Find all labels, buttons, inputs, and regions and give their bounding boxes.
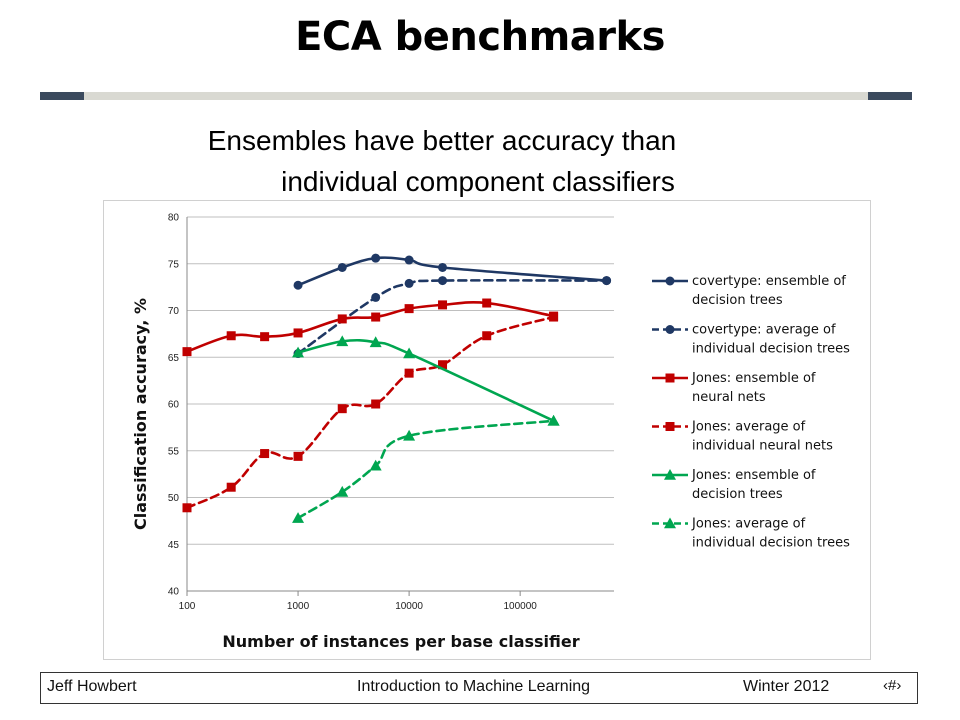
legend-marker-5 bbox=[664, 469, 676, 480]
x-axis-title: Number of instances per base classifier bbox=[222, 632, 579, 651]
data-point-series-1 bbox=[337, 262, 347, 272]
data-point-series-6 bbox=[336, 485, 349, 497]
legend-marker-1 bbox=[665, 276, 675, 286]
y-tick-label: 65 bbox=[168, 353, 180, 364]
accuracy-chart: 40 45 50 55 60 65 70 75 80 100 1000 10000 100000 Numb… bbox=[131, 213, 850, 652]
legend-label: Jones: ensemble of bbox=[691, 371, 816, 386]
data-point-series-2 bbox=[602, 276, 612, 286]
data-point-series-4 bbox=[293, 451, 303, 461]
legend-label: individual neural nets bbox=[692, 439, 833, 454]
y-tick-label: 80 bbox=[168, 213, 180, 224]
chart-frame: 40 45 50 55 60 65 70 75 80 100 1000 10000 100000 Numb… bbox=[103, 200, 871, 660]
data-point-series-2 bbox=[404, 278, 414, 288]
y-tick-label: 50 bbox=[168, 493, 180, 504]
y-tick-label: 60 bbox=[168, 400, 180, 411]
slide-subtitle: Ensembles have better accuracy than indi… bbox=[0, 120, 960, 202]
data-point-series-3 bbox=[371, 312, 381, 322]
data-point-series-1 bbox=[438, 262, 448, 272]
data-point-series-3 bbox=[482, 298, 492, 308]
data-point-series-1 bbox=[371, 253, 381, 263]
legend-marker-4 bbox=[665, 422, 675, 431]
series-line-6 bbox=[296, 419, 555, 520]
legend-marker-2 bbox=[665, 325, 675, 334]
data-point-series-3 bbox=[260, 332, 270, 342]
data-point-series-6 bbox=[292, 512, 305, 523]
series-line-5 bbox=[296, 338, 555, 423]
data-point-series-4 bbox=[226, 482, 236, 492]
title-rule-right-accent bbox=[868, 92, 912, 100]
series-line-4 bbox=[185, 315, 555, 510]
data-point-series-1 bbox=[404, 255, 414, 265]
data-point-series-3 bbox=[293, 328, 303, 338]
legend-label: covertype: ensemble of bbox=[692, 274, 846, 289]
slide-title: ECA benchmarks bbox=[295, 14, 665, 60]
data-point-series-6 bbox=[547, 414, 560, 426]
x-tick-label: 100000 bbox=[503, 601, 537, 612]
title-rule-left-accent bbox=[40, 92, 84, 100]
y-tick-label: 75 bbox=[168, 259, 180, 270]
series-line-3 bbox=[185, 301, 555, 353]
data-point-series-5 bbox=[403, 347, 416, 359]
data-point-series-1 bbox=[293, 280, 303, 290]
title-rule bbox=[84, 92, 868, 100]
x-tick-label: 1000 bbox=[287, 601, 310, 612]
legend-label: covertype: average of bbox=[692, 323, 836, 338]
data-point-series-2 bbox=[371, 292, 381, 302]
legend-label: decision trees bbox=[692, 293, 783, 308]
legend-label: Jones: average of bbox=[691, 420, 806, 435]
legend-label: neural nets bbox=[692, 390, 766, 405]
subtitle-line-2: individual component classifiers bbox=[281, 166, 675, 197]
y-axis-title: Classification accuracy, % bbox=[131, 298, 150, 530]
data-point-series-4 bbox=[404, 368, 414, 378]
data-point-series-3 bbox=[438, 300, 448, 310]
data-point-series-5 bbox=[292, 346, 305, 358]
data-point-series-4 bbox=[337, 404, 347, 414]
y-tick-label: 45 bbox=[168, 540, 180, 551]
legend-marker-3 bbox=[665, 373, 675, 383]
data-point-series-3 bbox=[182, 347, 192, 357]
data-point-series-4 bbox=[371, 399, 381, 409]
data-point-series-3 bbox=[404, 304, 414, 314]
data-point-series-2 bbox=[438, 276, 448, 286]
data-point-series-5 bbox=[369, 336, 382, 348]
data-point-series-4 bbox=[182, 503, 192, 513]
data-point-series-4 bbox=[482, 331, 492, 341]
data-point-series-3 bbox=[337, 314, 347, 324]
data-point-series-4 bbox=[549, 312, 559, 322]
legend-label: Jones: average of bbox=[691, 517, 806, 532]
x-tick-label: 100 bbox=[179, 601, 196, 612]
footer-author: Jeff Howbert bbox=[47, 678, 137, 695]
footer-term: Winter 2012 bbox=[743, 678, 830, 695]
x-tick-label: 10000 bbox=[395, 601, 423, 612]
footer: Jeff Howbert Introduction to Machine Lea… bbox=[40, 672, 918, 704]
subtitle-line-1: Ensembles have better accuracy than bbox=[207, 125, 677, 156]
y-tick-label: 70 bbox=[168, 306, 180, 317]
legend-label: individual decision trees bbox=[692, 342, 850, 357]
data-point-series-6 bbox=[403, 429, 416, 441]
footer-page-number: ‹#› bbox=[883, 677, 902, 694]
legend-label: Jones: ensemble of bbox=[691, 468, 816, 483]
data-point-series-4 bbox=[438, 360, 448, 370]
y-tick-label: 55 bbox=[168, 446, 180, 457]
data-point-series-6 bbox=[369, 459, 382, 471]
legend-label: decision trees bbox=[692, 487, 783, 502]
data-point-series-3 bbox=[226, 331, 236, 341]
data-point-series-4 bbox=[260, 449, 270, 459]
y-tick-label: 40 bbox=[168, 587, 180, 598]
footer-course: Introduction to Machine Learning bbox=[357, 678, 591, 695]
data-point-series-5 bbox=[336, 335, 349, 347]
legend-label: individual decision trees bbox=[692, 536, 850, 551]
legend-marker-6 bbox=[664, 517, 676, 529]
